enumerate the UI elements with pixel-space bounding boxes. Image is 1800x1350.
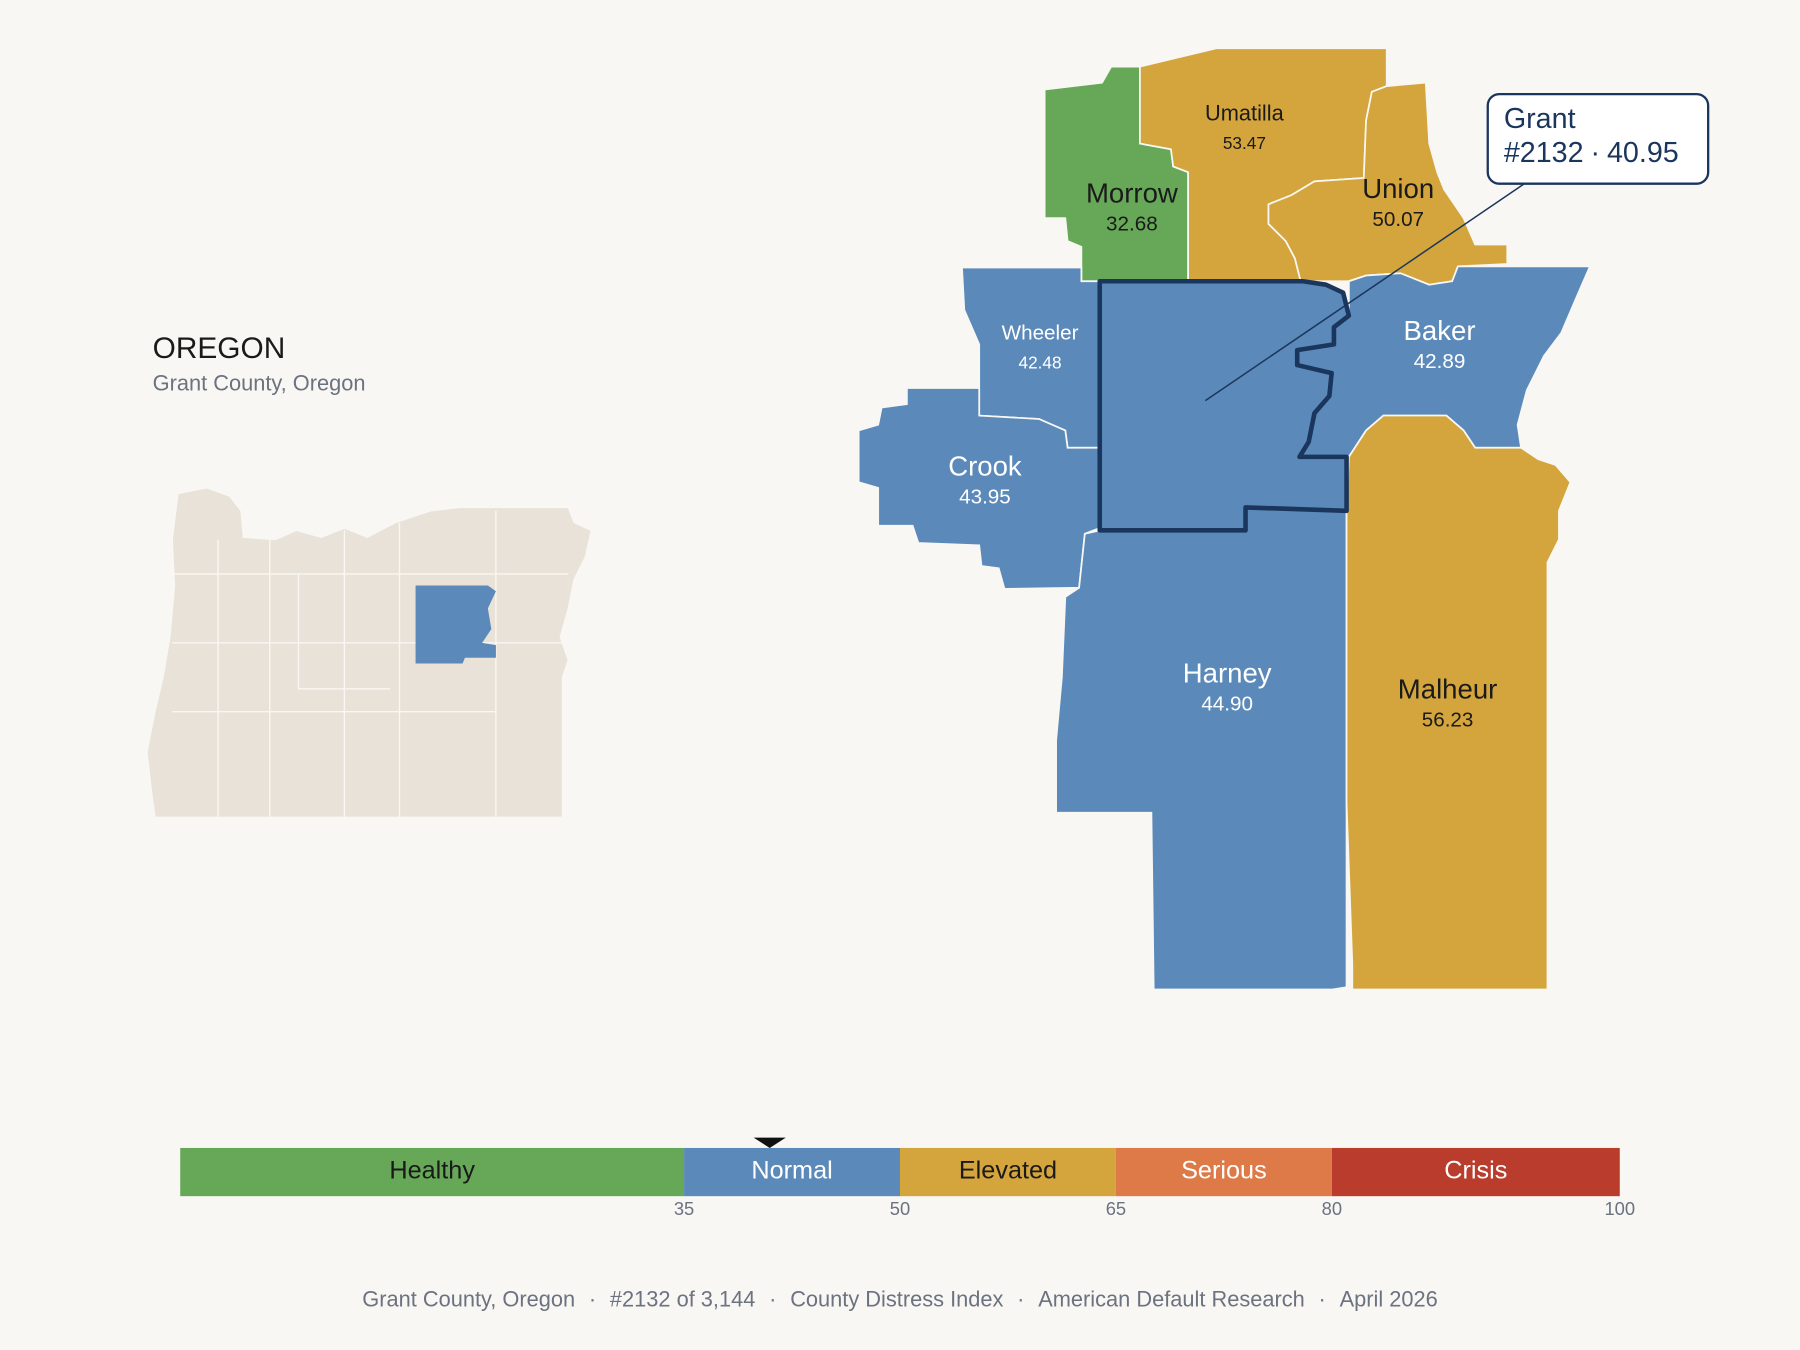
county-name: Morrow	[1086, 177, 1178, 208]
county-value: 50.07	[1372, 208, 1424, 231]
footer-item: Grant County, Oregon	[362, 1286, 575, 1311]
county-value: 53.47	[1223, 133, 1266, 153]
footer-item: County Distress Index	[790, 1286, 1003, 1311]
state-subtitle: Grant County, Oregon	[153, 370, 366, 395]
state-outline	[146, 487, 592, 819]
separator: ·	[1590, 136, 1600, 168]
footer-item: April 2026	[1340, 1286, 1438, 1311]
scale-tick-label: 100	[1604, 1198, 1635, 1219]
value: 40.95	[1607, 136, 1679, 168]
scale-tick-label: 65	[1106, 1198, 1126, 1219]
county-value: 43.95	[959, 486, 1011, 509]
footer-item: #2132 of 3,144	[610, 1286, 755, 1311]
county-name: Union	[1362, 173, 1434, 204]
county-value: 44.90	[1201, 692, 1253, 715]
scale-band-label: Healthy	[389, 1157, 475, 1185]
state-inset	[146, 487, 592, 819]
footer-separator: ·	[1319, 1286, 1326, 1311]
scale-tick-label: 80	[1322, 1198, 1342, 1219]
county-value: 56.23	[1422, 708, 1474, 731]
footer-separator: ·	[769, 1286, 776, 1311]
footer: Grant County, Oregon · #2132 of 3,144 · Coun…	[362, 1286, 1437, 1311]
county	[1345, 414, 1572, 991]
county-value: 42.48	[1019, 352, 1062, 372]
callout-detail: #2132 · 40.95	[1504, 136, 1679, 168]
scale-band	[1115, 1147, 1332, 1197]
county-value: 32.68	[1106, 212, 1158, 235]
callout-leader	[1204, 183, 1525, 402]
county-name: Harney	[1183, 657, 1272, 688]
county-name: Malheur	[1398, 673, 1498, 704]
scale-marker	[753, 1137, 786, 1148]
callout-name: Grant	[1504, 103, 1576, 135]
scale-band	[684, 1147, 900, 1197]
focus-county	[1097, 278, 1352, 533]
scale-band	[1331, 1147, 1620, 1197]
footer-separator: ·	[589, 1286, 596, 1311]
scale-band	[180, 1147, 685, 1197]
inset-focus-county	[415, 585, 496, 664]
county-name: Umatilla	[1205, 101, 1285, 126]
scale-band-label: Crisis	[1444, 1157, 1507, 1185]
scale-band-label: Serious	[1181, 1157, 1267, 1185]
county-lines	[172, 510, 569, 818]
footer-separator: ·	[1017, 1286, 1024, 1311]
scale-band	[900, 1147, 1116, 1197]
callout-box	[1486, 92, 1710, 185]
county-name: Crook	[948, 451, 1022, 482]
county-map	[857, 47, 1592, 991]
county-name: Baker	[1404, 315, 1476, 346]
county-name: Wheeler	[1002, 322, 1079, 345]
scale-tick-label: 35	[674, 1198, 694, 1219]
rank: #2132	[1504, 136, 1584, 168]
county	[857, 387, 1101, 590]
scale-band-label: Elevated	[959, 1157, 1057, 1185]
footer-item: American Default Research	[1038, 1286, 1305, 1311]
county-value: 42.89	[1414, 350, 1466, 373]
state-title: OREGON	[153, 332, 286, 365]
scale-band-label: Normal	[751, 1157, 832, 1185]
scale-tick-label: 50	[890, 1198, 910, 1219]
